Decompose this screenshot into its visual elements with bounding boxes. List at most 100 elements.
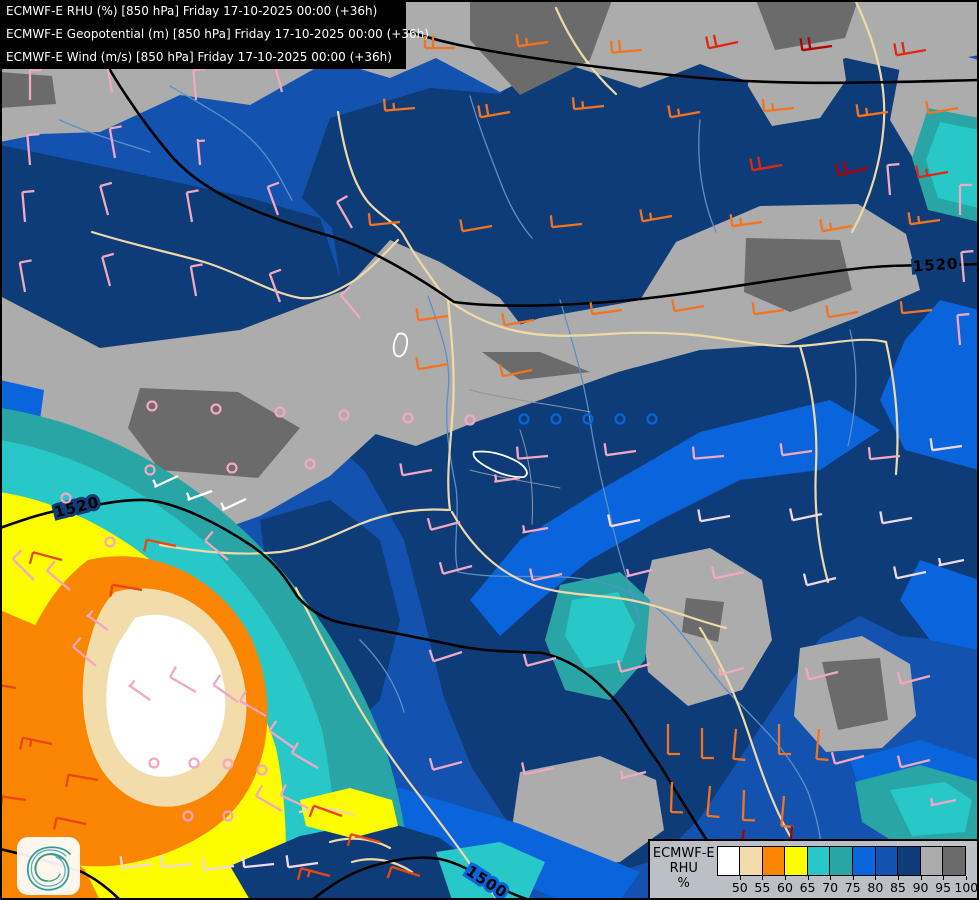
legend-tick-label: 90 (909, 876, 932, 895)
wind-barb (825, 305, 859, 319)
wind-barb (428, 649, 463, 663)
calm-wind-marker (304, 458, 316, 470)
legend-tick-label: 55 (751, 876, 774, 895)
wind-barb (529, 568, 563, 582)
wind-barb (279, 783, 309, 810)
wind-barb (285, 855, 319, 869)
wind-barb (65, 773, 99, 787)
wind-barb (399, 463, 433, 477)
provider-logo (17, 837, 80, 895)
wind-barb (867, 447, 901, 461)
calm-wind-marker (256, 764, 268, 776)
calm-wind-marker (464, 414, 476, 426)
wind-barb (705, 34, 739, 50)
wind-barb (669, 781, 683, 814)
wind-barb (109, 583, 143, 597)
wind-barb (268, 720, 295, 749)
wind-barb (929, 438, 963, 452)
calm-wind-marker (148, 757, 160, 769)
legend-swatch-3 (785, 846, 808, 876)
wind-barb (925, 101, 959, 115)
legend-swatch-10 (943, 846, 966, 876)
wind-barb (18, 259, 32, 293)
country-border-lines (90, 0, 899, 900)
wind-barb (711, 566, 745, 580)
legend-swatch-8 (898, 846, 921, 876)
legend-swatch-6 (853, 846, 876, 876)
legend-title-unit: % (677, 876, 690, 891)
header-line-rhu: ECMWF-E RHU (%) [850 hPa] Friday 17-10-2… (6, 4, 378, 18)
wind-barb (515, 34, 549, 48)
wind-barb (589, 302, 623, 316)
wind-barb (169, 666, 197, 693)
wind-barb (700, 728, 714, 760)
calm-wind-marker (226, 462, 238, 474)
wind-barb (717, 666, 745, 677)
wind-barb (28, 551, 63, 565)
wind-barb (119, 856, 153, 870)
wind-barb (189, 263, 203, 297)
wind-barb (899, 301, 933, 315)
wind-barb (438, 561, 473, 575)
wind-barb (336, 195, 353, 229)
legend-tick-label: 60 (774, 876, 797, 895)
wind-barb-layer (0, 34, 974, 881)
wind-barb (499, 364, 533, 378)
wind-barb (19, 736, 53, 750)
wind-barb (691, 446, 725, 460)
calm-wind-marker (550, 413, 562, 425)
wind-barb (459, 219, 493, 233)
contour-label-1520: 1520 (912, 254, 959, 275)
legend-swatch-9 (920, 846, 944, 876)
wind-barb (929, 797, 957, 807)
wind-barb (53, 816, 87, 830)
wind-barb (729, 214, 763, 228)
legend-swatch-7 (875, 846, 899, 876)
wind-barb (143, 538, 177, 552)
wind-barb (619, 770, 647, 780)
wind-barb (960, 249, 974, 283)
wind-barb (220, 497, 247, 512)
wind-barb (893, 41, 927, 57)
wind-barb (886, 162, 900, 196)
legend-tick-label: 75 (841, 876, 864, 895)
wind-barb (212, 674, 239, 703)
wind-barb (108, 125, 122, 159)
wind-barb (185, 489, 213, 501)
rhu-color-legend: ECMWF-E RHU % 50 55 60 65 70 75 80 85 90 95 100 (648, 839, 979, 900)
calm-wind-marker (222, 758, 234, 770)
wind-barb (266, 181, 280, 216)
wind-barb (386, 865, 421, 879)
wind-barb (152, 474, 179, 489)
legend-swatch-5 (830, 846, 854, 876)
wind-barb (741, 789, 755, 822)
wind-barb (415, 308, 449, 322)
legend-swatch-row (717, 846, 977, 876)
legend-title-param: RHU (669, 861, 698, 876)
calm-wind-marker (104, 536, 116, 548)
wind-barb (907, 212, 941, 226)
wind-barb (522, 653, 557, 667)
legend-title-model: ECMWF-E (652, 846, 715, 861)
wind-barb (308, 804, 343, 818)
wind-barb (893, 566, 927, 580)
calm-wind-marker (402, 412, 414, 424)
wind-barb (428, 757, 463, 771)
wind-barb (666, 724, 680, 756)
calm-wind-marker (518, 413, 530, 425)
wind-barb (339, 286, 361, 319)
legend-tick-label: 85 (887, 876, 910, 895)
wind-barb (86, 609, 109, 631)
wind-barb (101, 252, 115, 287)
wind-barb (296, 867, 331, 881)
wind-barb (896, 755, 931, 769)
wind-barb (749, 156, 783, 172)
wind-barb (382, 98, 416, 112)
wind-barb (834, 161, 869, 177)
wind-barb (671, 299, 705, 313)
wind-barb (799, 37, 833, 52)
wind-barb (21, 189, 35, 223)
